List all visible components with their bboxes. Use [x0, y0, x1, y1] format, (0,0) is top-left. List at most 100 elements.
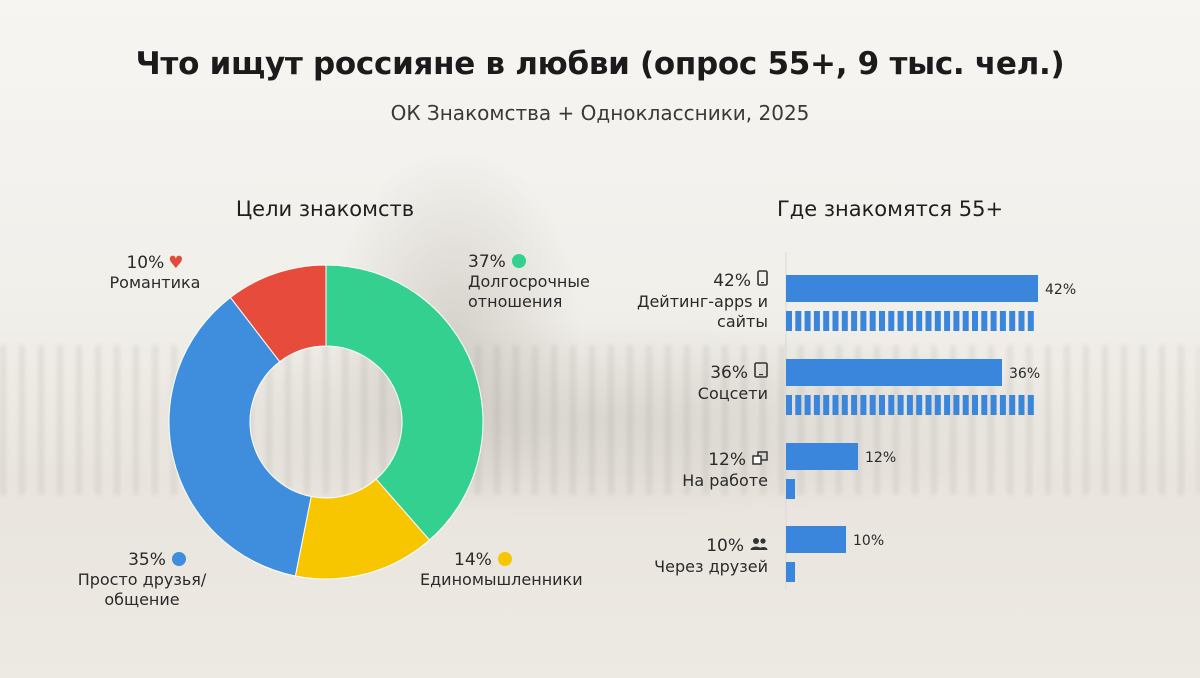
bar-stripe-social: [944, 395, 951, 415]
bar-marker-work: [786, 479, 795, 499]
bar-stripe-dating: [981, 311, 988, 331]
heart-icon: ♥: [168, 253, 184, 273]
page-subtitle: ОК Знакомства + Одноклассники, 2025: [390, 101, 810, 125]
bar-stripe-dating: [972, 311, 978, 331]
bar-value-label-dating: 42%: [1045, 282, 1076, 298]
blue-dot-icon: [171, 552, 186, 566]
bar-stripe-dating: [925, 311, 932, 331]
donut-value-like-minded: 14%: [454, 550, 492, 570]
bar-social: [786, 359, 1002, 386]
bar-stripe-social: [925, 395, 932, 415]
bar-stripe-social: [851, 395, 858, 415]
bar-stripe-social: [981, 395, 988, 415]
donut-value-long-term: 37%: [468, 252, 506, 272]
bar-label-social: 36% Соцсети: [610, 362, 768, 404]
bar-stripe-dating: [953, 311, 960, 331]
bar-category-work: На работе: [682, 471, 768, 490]
bar-stripe-social: [804, 395, 811, 415]
bar-stripe-social: [823, 395, 830, 415]
bar-stripe-social: [999, 395, 1006, 415]
bar-stripe-social: [962, 395, 969, 415]
tablet-icon: [754, 362, 768, 384]
bar-pct-friends: 10%: [706, 536, 744, 556]
bar-stripe-dating: [832, 311, 839, 331]
bar-stripe-dating: [906, 311, 913, 331]
bar-stripe-dating: [1009, 311, 1016, 331]
bar-stripe-social: [990, 395, 997, 415]
bar-stripe-dating: [1018, 311, 1025, 331]
bar-work: [786, 443, 858, 470]
bar-stripe-dating: [916, 311, 923, 331]
bar-value-label-friends: 10%: [853, 533, 884, 549]
bar-stripe-social: [972, 395, 978, 415]
bar-stripe-social: [1027, 395, 1034, 415]
bar-stripe-social: [888, 395, 895, 415]
bar-dating: [786, 275, 1038, 302]
bar-stripe-dating: [897, 311, 904, 331]
people-icon: [750, 537, 768, 557]
donut-category-long-term: Долгосрочные отношения: [468, 272, 590, 311]
bar-label-work: 12% На работе: [610, 450, 768, 491]
bar-stripe-social: [813, 395, 820, 415]
donut-category-friends: Просто друзья/ общение: [77, 570, 207, 609]
bar-stripe-social: [869, 395, 876, 415]
bar-stripe-social: [1009, 395, 1016, 415]
donut-chart-title: Цели знакомств: [235, 197, 415, 221]
bar-pct-social: 36%: [710, 363, 748, 383]
bar-stripe-social: [906, 395, 913, 415]
donut-label-romance: 10% ♥ Романтика: [100, 253, 210, 293]
donut-slice-friends: [168, 296, 312, 577]
donut-value-romance: 10%: [126, 253, 165, 273]
yellow-dot-icon: [497, 552, 512, 566]
bar-stripe-dating: [795, 311, 802, 331]
bar-stripe-dating: [879, 311, 885, 331]
bar-stripe-social: [860, 395, 867, 415]
bar-stripe-social: [879, 395, 885, 415]
page-title: Что ищут россияне в любви (опрос 55+, 9 …: [135, 46, 1065, 82]
bar-stripe-social: [934, 395, 941, 415]
bar-stripe-dating: [869, 311, 876, 331]
donut-label-friends: 35% Просто друзья/ общение: [62, 550, 222, 610]
bar-stripe-dating: [962, 311, 969, 331]
bar-label-friends: 10% Через друзей: [610, 536, 768, 577]
bar-value-label-work: 12%: [865, 450, 896, 466]
bar-stripe-dating: [888, 311, 895, 331]
donut-category-like-minded: Единомышленники: [420, 570, 583, 589]
bar-stripe-dating: [813, 311, 820, 331]
bar-stripe-dating: [786, 311, 792, 331]
bar-stripe-dating: [934, 311, 941, 331]
bar-stripe-dating: [841, 311, 848, 331]
bar-stripe-social: [841, 395, 848, 415]
donut-slice-long-term: [325, 264, 484, 541]
bar-friends: [786, 526, 846, 553]
bar-stripe-social: [897, 395, 904, 415]
bar-stripe-social: [832, 395, 839, 415]
donut-label-like-minded: 14% Единомышленники: [420, 550, 583, 590]
bar-stripe-dating: [804, 311, 811, 331]
bar-marker-friends: [786, 562, 795, 582]
office-icon: [752, 451, 768, 471]
bar-stripe-dating: [944, 311, 951, 331]
bar-chart-title: Где знакомятся 55+: [776, 197, 1004, 221]
bar-stripe-dating: [999, 311, 1006, 331]
bar-stripe-social: [786, 395, 792, 415]
bar-category-dating: Дейтинг-apps и сайты: [636, 292, 768, 331]
bar-stripe-dating: [851, 311, 858, 331]
bar-stripe-social: [1018, 395, 1025, 415]
bar-category-friends: Через друзей: [654, 557, 768, 576]
bar-stripe-dating: [823, 311, 830, 331]
bar-category-social: Соцсети: [697, 384, 768, 403]
phone-icon: [757, 270, 768, 292]
bar-pct-dating: 42%: [713, 271, 751, 291]
donut-category-romance: Романтика: [109, 273, 201, 292]
bar-value-label-social: 36%: [1009, 366, 1040, 382]
donut-value-friends: 35%: [128, 550, 166, 570]
bar-stripe-dating: [1027, 311, 1034, 331]
bar-stripe-dating: [990, 311, 997, 331]
bar-pct-work: 12%: [708, 450, 746, 470]
bar-stripe-social: [795, 395, 802, 415]
donut-label-long-term: 37% Долгосрочные отношения: [468, 252, 590, 312]
bar-stripe-social: [953, 395, 960, 415]
bar-label-dating: 42% Дейтинг-apps и сайты: [610, 270, 768, 332]
